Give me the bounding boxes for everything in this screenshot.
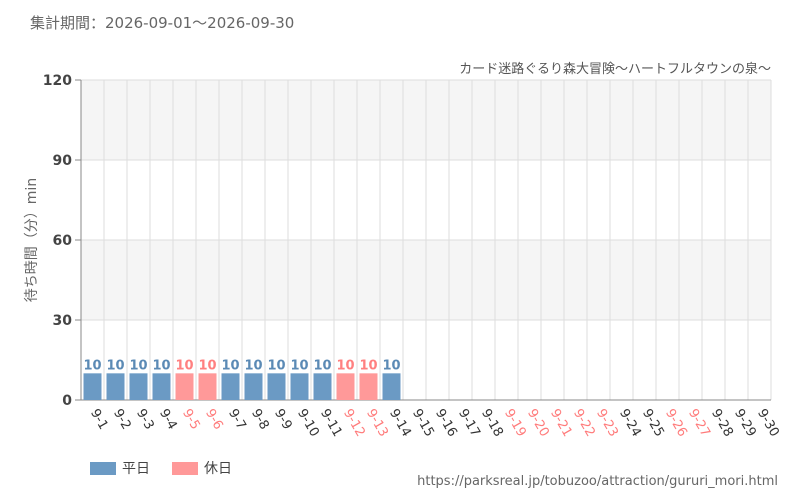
x-tick-label: 9-17 (455, 407, 483, 440)
bar (336, 373, 355, 400)
wait-time-chart: 0 30 60 90 120 カード迷路ぐるり森大冒険～ハートフルタウンの泉～ 待ち時間（分… (24, 61, 782, 440)
x-tick-label: 9-6 (202, 407, 226, 433)
bar-value-label: 10 (290, 358, 308, 373)
x-tick-label: 9-13 (363, 407, 391, 440)
bar-value-label: 10 (336, 358, 354, 373)
x-tick-label: 9-16 (432, 407, 460, 440)
bar-value-label: 10 (221, 358, 239, 373)
bar (313, 373, 332, 400)
x-tick-label: 9-8 (248, 407, 272, 433)
x-tick-label: 9-23 (593, 407, 621, 440)
bar-value-label: 10 (267, 358, 285, 373)
x-tick-label: 9-25 (639, 407, 667, 440)
bar (152, 373, 171, 400)
period-label: 集計期間：2026-09-01～2026-09-30 (30, 14, 295, 32)
x-tick-label: 9-5 (179, 407, 203, 433)
bar (198, 373, 217, 400)
legend-item-weekday[interactable]: 平日 (90, 458, 150, 478)
x-tick-label: 9-15 (409, 407, 437, 440)
legend-swatch-holiday (172, 461, 198, 475)
bar (267, 373, 286, 400)
x-tick-label: 9-1 (87, 407, 111, 433)
source-url[interactable]: https://parksreal.jp/tobuzoo/attraction/… (417, 474, 778, 489)
x-tick-label: 9-7 (225, 407, 249, 433)
bar-value-label: 10 (152, 358, 170, 373)
x-tick-label: 9-20 (524, 407, 552, 440)
x-tick-label: 9-24 (616, 407, 644, 440)
bar (175, 373, 194, 400)
legend-swatch-weekday (90, 461, 116, 475)
bar-value-label: 10 (244, 358, 262, 373)
x-tick-label: 9-27 (685, 407, 713, 440)
x-tick-label: 9-28 (708, 407, 736, 440)
legend-item-holiday[interactable]: 休日 (172, 458, 232, 478)
bar (382, 373, 401, 400)
legend: 平日 休日 (90, 458, 232, 478)
x-tick-label: 9-11 (317, 407, 345, 440)
y-tick-label: 60 (53, 233, 73, 249)
y-tick-label: 90 (53, 153, 73, 169)
x-tick-label: 9-2 (110, 407, 134, 433)
x-tick-label: 9-14 (386, 407, 414, 440)
x-tick-label: 9-3 (133, 407, 157, 433)
bar-value-label: 10 (382, 358, 400, 373)
y-axis-label: 待ち時間（分）min (24, 178, 40, 302)
x-tick-label: 9-26 (662, 407, 690, 440)
x-tick-label: 9-30 (754, 407, 782, 440)
bar-value-label: 10 (83, 358, 101, 373)
x-tick-label: 9-10 (294, 407, 322, 440)
bar-value-label: 10 (359, 358, 377, 373)
x-tick-label: 9-12 (340, 407, 368, 440)
bar-value-label: 10 (198, 358, 216, 373)
bar-value-label: 10 (175, 358, 193, 373)
bar (244, 373, 263, 400)
x-tick-label: 9-9 (271, 407, 295, 433)
bar (359, 373, 378, 400)
x-tick-label: 9-29 (731, 407, 759, 440)
bar (290, 373, 309, 400)
bar (221, 373, 240, 400)
y-tick-label: 30 (53, 313, 73, 329)
x-tick-label: 9-22 (570, 407, 598, 440)
legend-label-weekday: 平日 (122, 461, 150, 477)
bar (106, 373, 125, 400)
bar (83, 373, 102, 400)
bar-value-label: 10 (313, 358, 331, 373)
chart-title: カード迷路ぐるり森大冒険～ハートフルタウンの泉～ (459, 61, 771, 77)
bar (129, 373, 148, 400)
x-tick-label: 9-19 (501, 407, 529, 440)
legend-label-holiday: 休日 (204, 461, 232, 477)
x-tick-label: 9-18 (478, 407, 506, 440)
x-tick-label: 9-21 (547, 407, 575, 440)
y-tick-label: 0 (62, 393, 72, 409)
y-tick-label: 120 (43, 73, 72, 89)
x-tick-label: 9-4 (156, 407, 180, 433)
bar-value-label: 10 (106, 358, 124, 373)
bar-value-label: 10 (129, 358, 147, 373)
